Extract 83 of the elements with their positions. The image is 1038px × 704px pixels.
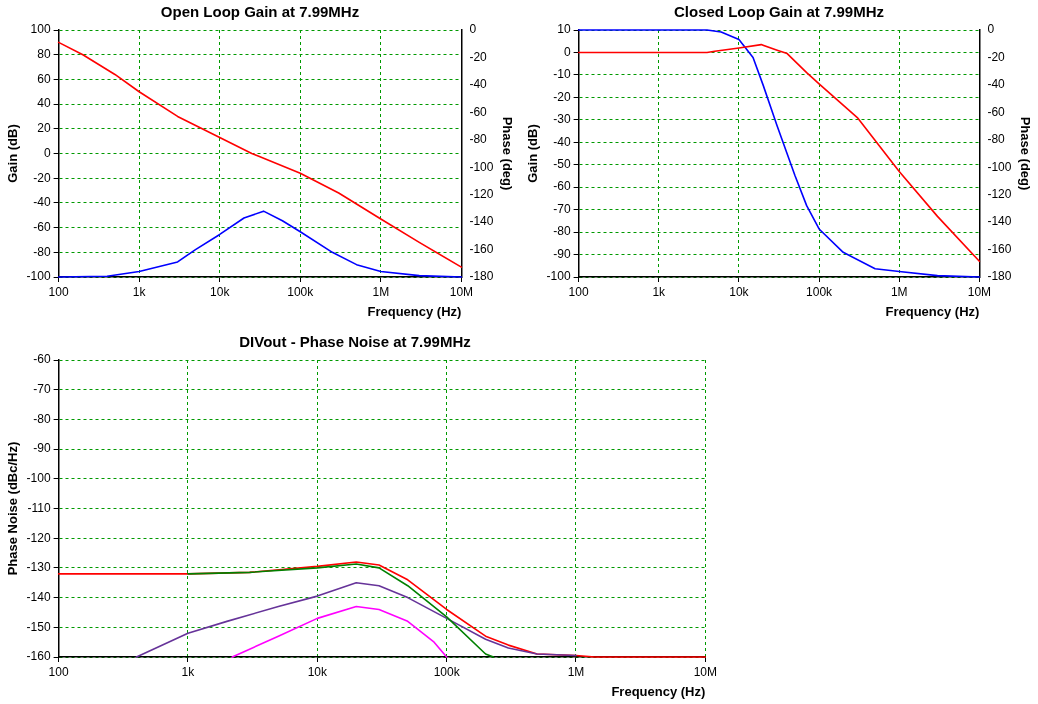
y2-tick-label: -160 — [469, 241, 494, 256]
y-tick-label: -70 — [33, 382, 51, 397]
x-axis-title: Frequency (Hz) — [611, 683, 706, 699]
y-tick-label: 0 — [563, 44, 571, 59]
y2-tick-label: -80 — [987, 132, 1006, 147]
y-tick-label: 0 — [43, 145, 51, 160]
y-tick-label: -60 — [553, 179, 571, 194]
y-tick-label: -20 — [33, 170, 51, 185]
y-tick-label: -20 — [553, 89, 571, 104]
y2-tick-label: -180 — [469, 269, 494, 284]
y-tick-label: -50 — [553, 157, 571, 172]
x-axis-title: Frequency (Hz) — [885, 303, 980, 319]
x-tick-label: 10k — [307, 664, 328, 679]
x-axis-title: Frequency (Hz) — [367, 303, 462, 319]
y-tick-label: -110 — [27, 500, 51, 515]
x-tick-label: 1k — [132, 284, 147, 299]
x-tick-label: 100 — [48, 284, 69, 299]
x-tick-label: 10k — [729, 284, 750, 299]
y-tick-label: -100 — [26, 269, 51, 284]
y2-tick-label: 0 — [987, 22, 995, 37]
y-tick-label: -100 — [26, 471, 51, 486]
y-axis-title: Phase Noise (dBc/Hz) — [5, 441, 21, 576]
y-tick-label: 40 — [37, 96, 51, 111]
y-tick-label: 80 — [37, 47, 51, 62]
chart-title: DIVout - Phase Noise at 7.99MHz — [239, 333, 471, 351]
y-tick-label: -160 — [26, 649, 51, 664]
y2-tick-label: -20 — [987, 49, 1006, 64]
x-tick-label: 100 — [48, 664, 69, 679]
y-tick-label: -90 — [553, 246, 571, 261]
x-tick-label: 1k — [181, 664, 196, 679]
y-tick-label: 20 — [37, 121, 51, 136]
y2-tick-label: -120 — [469, 186, 494, 201]
y-tick-label: 60 — [37, 71, 51, 86]
y-tick-label: -80 — [33, 244, 51, 259]
y2-tick-label: 0 — [469, 22, 477, 37]
y2-tick-label: -40 — [987, 77, 1006, 92]
y-tick-label: -80 — [33, 411, 51, 426]
y-tick-label: -30 — [553, 112, 571, 127]
y-tick-label: -140 — [26, 589, 51, 604]
y-tick-label: -10 — [553, 67, 571, 82]
x-tick-label: 10M — [967, 284, 992, 299]
y-tick-label: -120 — [26, 530, 51, 545]
y2-tick-label: -60 — [987, 104, 1006, 119]
x-tick-label: 10k — [210, 284, 231, 299]
chart-title: Open Loop Gain at 7.99MHz — [160, 3, 360, 21]
y-tick-label: -100 — [546, 269, 571, 284]
y-tick-label: 10 — [557, 22, 571, 37]
y2-tick-label: -120 — [987, 186, 1012, 201]
y2-tick-label: -20 — [469, 49, 488, 64]
x-tick-label: 1M — [567, 664, 585, 679]
y-tick-label: -40 — [33, 195, 51, 210]
x-tick-label: 10M — [449, 284, 474, 299]
x-tick-label: 1k — [652, 284, 667, 299]
y2-tick-label: -60 — [469, 104, 488, 119]
x-tick-label: 100k — [287, 284, 315, 299]
y-tick-label: -90 — [33, 441, 51, 456]
y2-tick-label: -100 — [987, 159, 1012, 174]
y2-tick-label: -100 — [469, 159, 494, 174]
y-axis-title: Gain (dB) — [525, 124, 541, 183]
y-tick-label: -40 — [553, 134, 571, 149]
chart-title: Closed Loop Gain at 7.99MHz — [673, 3, 885, 21]
y-tick-label: 100 — [30, 22, 51, 37]
x-tick-label: 1M — [372, 284, 390, 299]
y-axis-title: Gain (dB) — [5, 124, 21, 183]
x-tick-label: 100k — [433, 664, 461, 679]
y-tick-label: -70 — [553, 201, 571, 216]
x-tick-label: 100k — [806, 284, 834, 299]
y2-tick-label: -40 — [469, 77, 488, 92]
x-tick-label: 1M — [890, 284, 908, 299]
y-tick-label: -80 — [553, 224, 571, 239]
y-tick-label: -130 — [26, 560, 51, 575]
y-tick-label: -150 — [26, 619, 51, 634]
y2-tick-label: -140 — [469, 214, 494, 229]
y2-axis-title: Phase (deg) — [1017, 116, 1033, 191]
x-tick-label: 100 — [568, 284, 589, 299]
y2-axis-title: Phase (deg) — [499, 116, 515, 191]
y-tick-label: -60 — [33, 219, 51, 234]
y2-tick-label: -80 — [469, 132, 488, 147]
y2-tick-label: -160 — [987, 241, 1012, 256]
y-tick-label: -60 — [33, 352, 51, 367]
x-tick-label: 10M — [693, 664, 717, 679]
y2-tick-label: -180 — [987, 269, 1012, 284]
y2-tick-label: -140 — [987, 214, 1012, 229]
